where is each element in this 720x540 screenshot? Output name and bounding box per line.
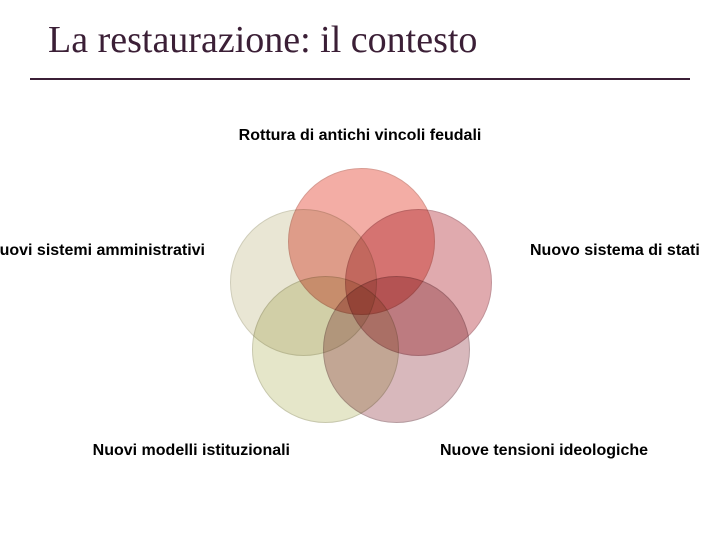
venn-label-1: Nuovo sistema di stati (530, 242, 700, 260)
venn-label-2: Nuove tensioni ideologiche (440, 442, 648, 460)
venn-label-4: Nuovi sistemi amministrativi (0, 242, 205, 260)
venn-label-0: Rottura di antichi vincoli feudali (239, 127, 482, 145)
slide-title: La restaurazione: il contesto (48, 18, 477, 62)
venn-label-3: Nuovi modelli istituzionali (93, 442, 290, 460)
venn-diagram: Rottura di antichi vincoli feudali Nuovo … (0, 90, 720, 520)
slide: La restaurazione: il contesto Rottura di… (0, 0, 720, 540)
venn-circle-4 (230, 209, 377, 356)
title-divider (30, 78, 690, 80)
